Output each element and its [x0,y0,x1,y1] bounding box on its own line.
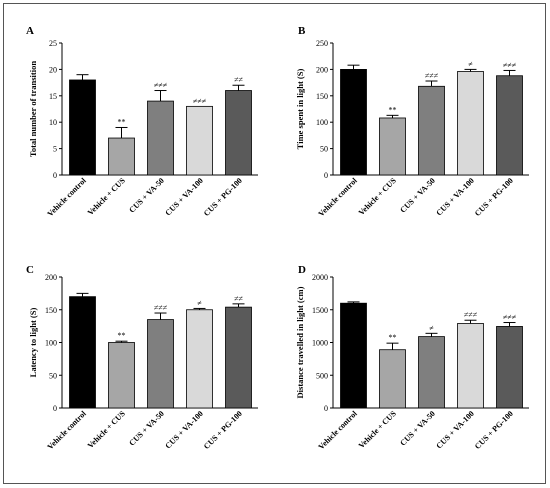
panel-label: C [26,264,34,276]
y-axis-label: Latency to light (S) [28,308,38,378]
x-category-label: CUS + VA-50 [398,176,437,215]
y-tick-label: 200 [316,65,328,74]
x-category-label: Vehicle + CUS [86,409,128,451]
bar [496,75,523,176]
x-category-label: CUS + VA-100 [434,409,475,450]
bar [457,323,484,409]
bar [225,90,252,176]
y-tick-label: 1500 [312,306,328,315]
bar [147,100,174,176]
bar [147,319,174,409]
bar [340,69,367,176]
x-category-label: CUS + PG-100 [202,176,244,218]
y-tick-label: 200 [45,273,57,282]
bar [418,85,445,176]
y-tick-label: 250 [316,39,328,48]
significance-marker: ≠ [468,59,473,68]
y-tick-label: 0 [324,171,328,180]
significance-marker: ≠≠≠ [154,81,168,90]
significance-marker: ≠≠≠ [464,310,478,319]
y-axis-label: Time spent in light (S) [295,69,305,150]
y-tick-label: 100 [316,118,328,127]
significance-marker: ≠≠ [234,75,243,84]
bar [340,302,367,409]
significance-marker: ≠≠≠ [503,313,517,322]
x-category-label: CUS + PG-100 [473,176,515,218]
significance-marker: ≠≠≠ [425,71,439,80]
x-category-label: Vehicle control [46,176,89,219]
x-category-label: Vehicle + CUS [357,176,399,218]
x-category-label: CUS + PG-100 [202,409,244,451]
y-tick-label: 20 [49,65,57,74]
x-category-label: Vehicle control [46,409,89,452]
bar [457,71,484,176]
y-tick-label: 500 [316,371,328,380]
significance-marker: ≠≠≠ [154,303,168,312]
x-category-label: CUS + PG-100 [473,409,515,451]
bar [69,79,96,176]
significance-marker: ≠≠≠ [503,60,517,69]
panel-label: D [298,264,306,276]
significance-marker: ** [118,331,126,340]
y-axis-label: Total number of transition [28,61,38,157]
y-tick-label: 50 [49,371,57,380]
bar [186,309,213,409]
y-tick-label: 1000 [312,339,328,348]
y-tick-label: 0 [53,404,57,413]
x-category-label: CUS + VA-100 [434,176,475,217]
x-category-label: Vehicle control [317,176,360,219]
y-tick-label: 150 [45,306,57,315]
figure-frame [3,3,546,484]
y-tick-label: 100 [45,339,57,348]
y-tick-label: 5 [53,145,57,154]
bar [108,342,135,409]
significance-marker: ≠ [197,298,202,307]
bar [108,137,135,176]
y-tick-label: 2000 [312,273,328,282]
significance-marker: ≠≠ [234,294,243,303]
y-tick-label: 25 [49,39,57,48]
y-tick-label: 10 [49,118,57,127]
significance-marker: ** [118,117,126,126]
y-tick-label: 0 [53,171,57,180]
y-axis-label: Distance travelled in light (cm) [295,286,305,398]
panel-label: A [26,25,34,37]
significance-marker: ≠ [429,323,434,332]
x-category-label: CUS + VA-50 [398,409,437,448]
bar [496,326,523,409]
x-category-label: CUS + VA-100 [163,409,204,450]
bar [186,105,213,176]
x-category-label: Vehicle + CUS [86,176,128,218]
significance-marker: ** [389,105,397,114]
y-tick-label: 50 [320,145,328,154]
y-tick-label: 0 [324,404,328,413]
x-category-label: CUS + VA-50 [127,409,166,448]
y-tick-label: 15 [49,92,57,101]
x-category-label: Vehicle control [317,409,360,452]
panel-label: B [298,25,306,37]
bar [69,296,96,409]
significance-marker: ** [389,333,397,342]
x-category-label: Vehicle + CUS [357,409,399,451]
bar [379,349,406,409]
significance-marker: ≠≠≠ [193,96,207,105]
x-category-label: CUS + VA-100 [163,176,204,217]
bar [225,306,252,409]
bar [418,336,445,409]
bar [379,117,406,176]
x-category-label: CUS + VA-50 [127,176,166,215]
y-tick-label: 150 [316,92,328,101]
